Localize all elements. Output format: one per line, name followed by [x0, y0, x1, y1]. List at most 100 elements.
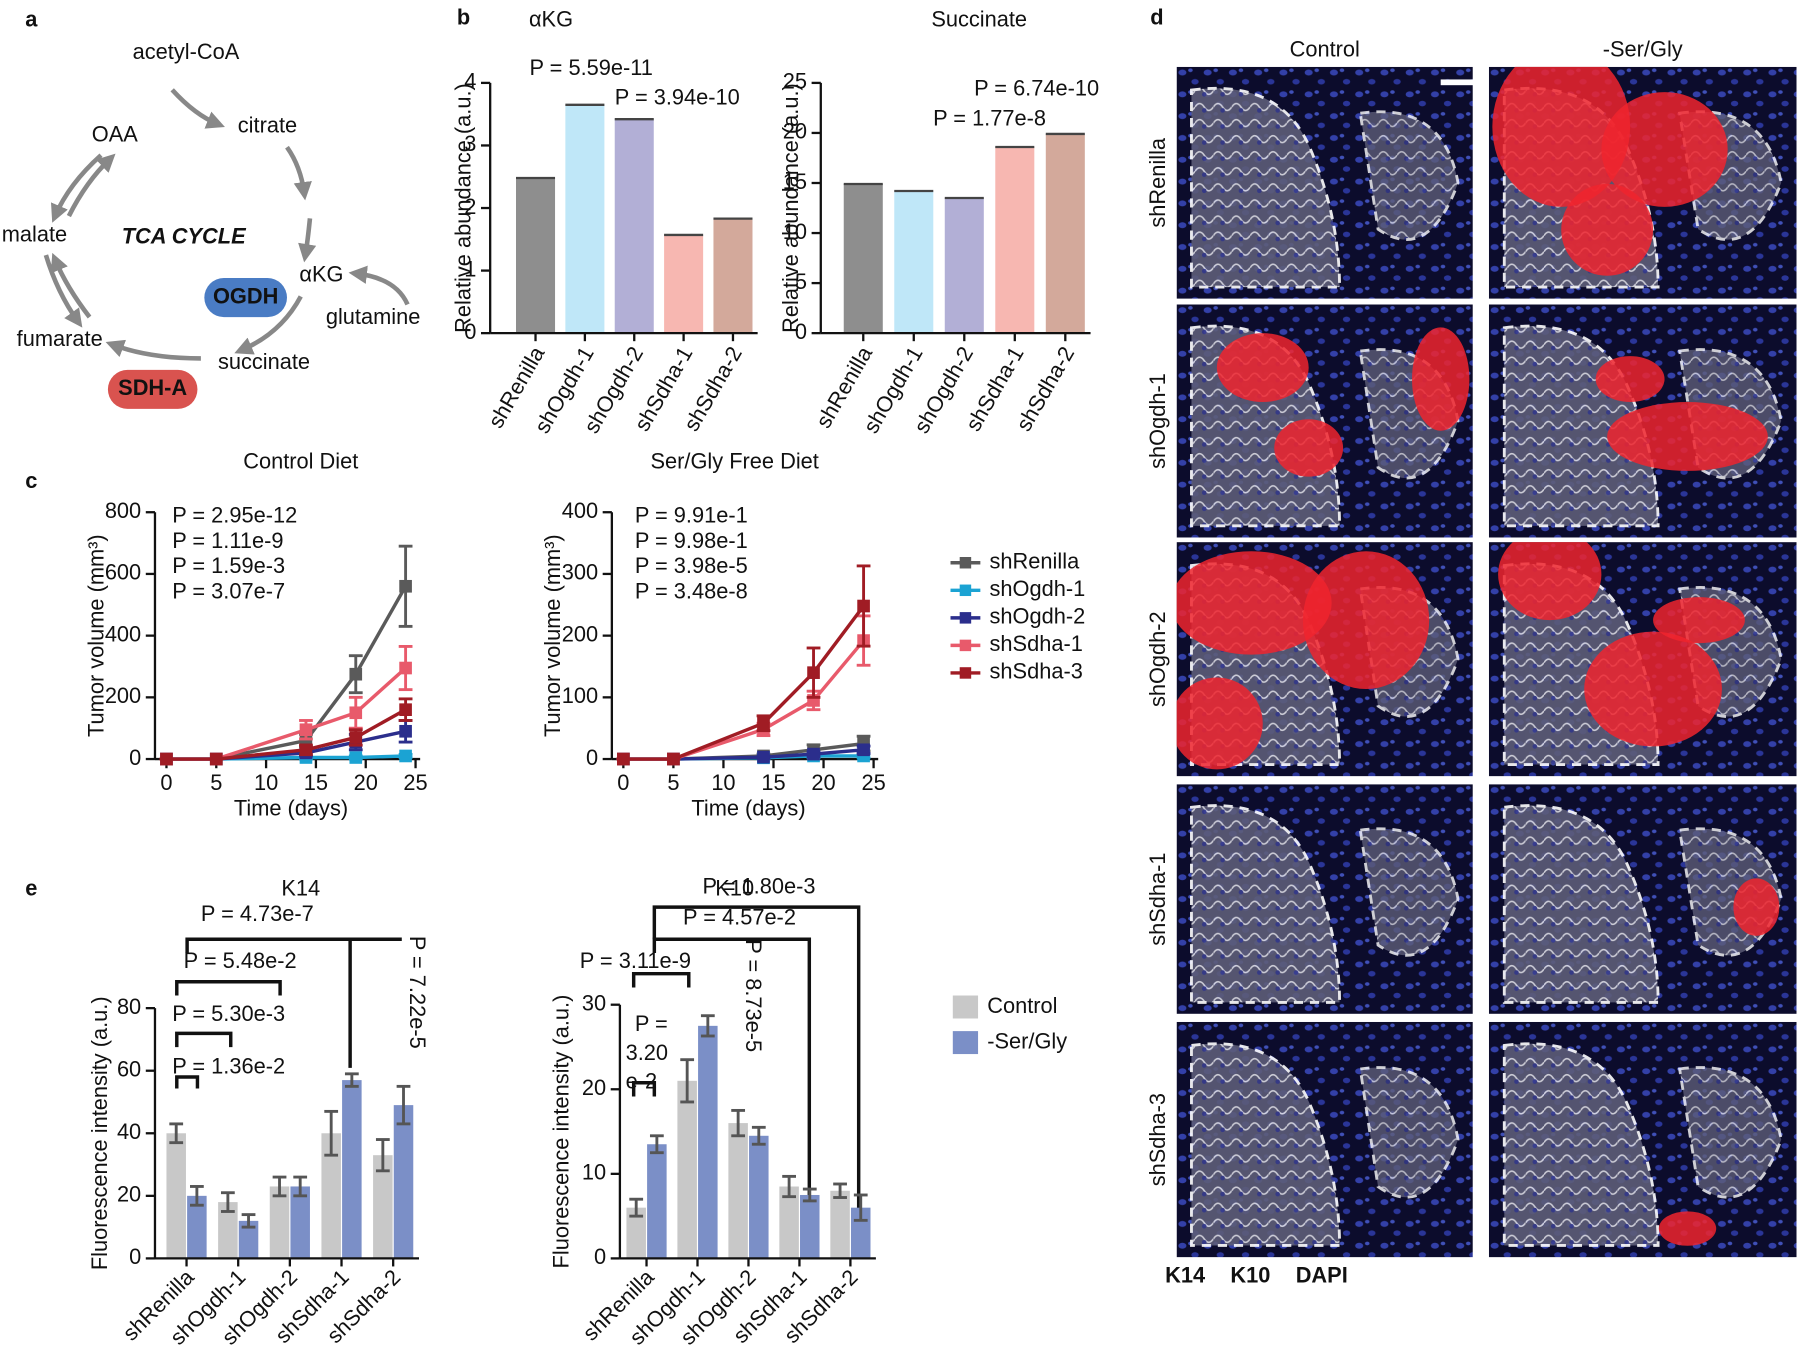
legend-marker — [959, 584, 972, 597]
p-value: P = 3.94e-10 — [615, 85, 740, 110]
bar — [614, 119, 654, 334]
k10-signal — [1302, 551, 1430, 690]
y-tick-label: 600 — [105, 560, 141, 585]
marker — [807, 747, 820, 761]
k10-signal — [1176, 551, 1332, 655]
brackets — [175, 905, 861, 1229]
p-value: P = 5.59e-11 — [529, 55, 652, 80]
marker — [757, 716, 770, 730]
k14-region — [1678, 1066, 1783, 1199]
x-tick-label: 10 — [711, 770, 735, 795]
marker — [299, 723, 313, 737]
panel-label: e — [25, 876, 37, 901]
y-axis-label: Relative abundance (a.u.) — [778, 83, 803, 333]
p-value: 3.20 — [626, 1040, 668, 1065]
marker — [617, 752, 630, 766]
x-tick-label: 20 — [354, 770, 378, 795]
stain-label: K14 — [1165, 1263, 1205, 1288]
y-tick-label: 1 — [464, 256, 476, 281]
bar — [321, 1133, 341, 1259]
diagram-label: succinate — [218, 349, 310, 374]
error-bar — [700, 1014, 715, 1038]
marker — [857, 599, 870, 613]
k10-signal — [1411, 327, 1470, 431]
column-label: Control — [1290, 37, 1360, 62]
p-value: P = 3.48e-8 — [635, 578, 748, 603]
y-axis-label: Fluorescence intensity (a.u.) — [87, 996, 112, 1270]
p-value: P = 1.59e-3 — [172, 553, 285, 578]
y-tick-label: 40 — [117, 1119, 141, 1144]
marker — [399, 579, 412, 593]
bar — [626, 1207, 646, 1259]
y-tick-label: 10 — [783, 219, 807, 244]
bar — [565, 104, 605, 334]
bar — [393, 1105, 414, 1259]
micrograph — [1176, 784, 1473, 1014]
p-value: P = 1.11e-9 — [172, 528, 283, 553]
bar — [779, 1186, 799, 1259]
k14-region — [1358, 827, 1460, 957]
x-axis-label: Time (days) — [234, 795, 348, 820]
legend-marker — [959, 557, 972, 569]
bar — [677, 1080, 697, 1259]
p-value: P = 8.73e-5 — [741, 939, 766, 1052]
k10-signal — [1607, 402, 1768, 471]
error-bar — [751, 1125, 766, 1146]
p-value: P = 5.48e-2 — [184, 948, 297, 973]
p-value: P = 4.57e-2 — [683, 904, 796, 929]
bar — [749, 1135, 769, 1259]
bar — [290, 1186, 310, 1259]
y-tick-label: 30 — [582, 990, 606, 1015]
y-tick-label: 400 — [105, 621, 141, 646]
y-tick-label: 200 — [105, 683, 141, 708]
k14-region — [1190, 86, 1341, 289]
y-axis-label: Tumor volume (mm³) — [540, 534, 565, 737]
error-bar — [649, 1134, 664, 1155]
diagram-label: OAA — [92, 121, 138, 146]
legend-label: shOgdh-1 — [990, 576, 1086, 601]
p-value: P = 7.22e-5 — [405, 936, 430, 1049]
y-tick-label: 4 — [464, 69, 476, 94]
bar — [516, 177, 556, 334]
y-tick-label: 200 — [562, 621, 598, 646]
diagram-label: OGDH — [213, 283, 278, 308]
stain-label: K10 — [1230, 1263, 1270, 1288]
p-value: P = 9.91e-1 — [635, 503, 748, 528]
p-value: P = 1.77e-8 — [933, 105, 1046, 130]
y-tick-label: 0 — [464, 319, 476, 344]
bar — [238, 1220, 259, 1259]
error-bar — [782, 1174, 796, 1199]
k10-signal — [1216, 333, 1309, 403]
k10-signal — [1492, 66, 1631, 207]
marker — [349, 731, 363, 744]
error-bar — [272, 1175, 287, 1198]
legend-swatch — [952, 995, 979, 1019]
x-tick-label: 5 — [210, 770, 222, 795]
column-label: -Ser/Gly — [1603, 37, 1683, 62]
k10-signal — [1658, 1211, 1717, 1246]
error-bar — [241, 1213, 256, 1229]
series-line — [623, 639, 865, 761]
bar — [664, 234, 704, 334]
x-axis-label: Time (days) — [691, 795, 805, 820]
row-label: shSdha-3 — [1145, 1093, 1170, 1186]
panel-label: a — [25, 7, 38, 32]
x-tick-label: 25 — [403, 770, 427, 795]
micrograph — [1176, 304, 1473, 538]
p-value: P = 5.30e-3 — [172, 1001, 285, 1026]
bar — [843, 183, 883, 334]
y-tick-label: 800 — [105, 498, 141, 523]
micrograph — [1488, 1021, 1797, 1258]
bar — [944, 198, 984, 334]
y-tick-label: 15 — [783, 169, 807, 194]
y-tick-label: 25 — [783, 69, 807, 94]
k10-signal — [1561, 183, 1654, 276]
k10-signal — [1595, 356, 1665, 403]
legend-label: shRenilla — [990, 549, 1081, 574]
k14-region — [1502, 804, 1660, 1004]
stain-label: DAPI — [1296, 1263, 1348, 1288]
k10-signal — [1601, 92, 1728, 207]
marker — [160, 752, 173, 766]
bar — [373, 1155, 393, 1259]
